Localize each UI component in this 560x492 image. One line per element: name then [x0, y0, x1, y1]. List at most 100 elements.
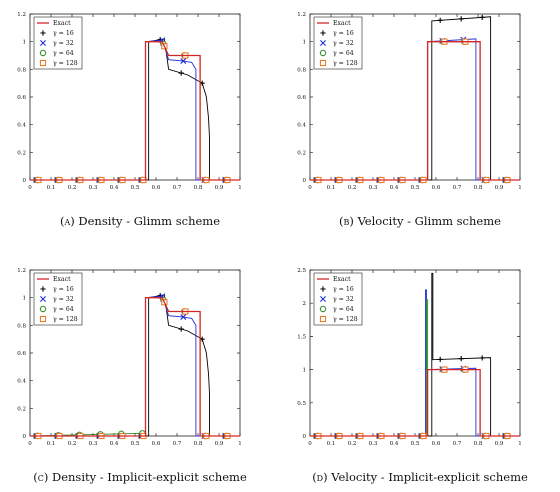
legend-entry-exact: Exact: [37, 276, 71, 283]
legend-marker: [39, 305, 47, 313]
legend-label: γ = 32: [333, 296, 354, 303]
x-tick-label: 0: [28, 441, 32, 447]
series-line: [310, 41, 520, 181]
legend: Exact γ = 16 γ = 32 γ = 64 γ = 128: [33, 16, 83, 70]
caption-density-imex: (c) Density - Implicit-explicit scheme: [0, 470, 280, 484]
x-tick-label: 0.5: [411, 185, 420, 191]
legend-entry-gamma-32: γ = 32: [40, 296, 74, 303]
legend-marker: [39, 59, 47, 67]
x-tick-label: 0.3: [369, 185, 378, 191]
x-tick-label: 0.1: [327, 185, 336, 191]
legend-entry-exact: Exact: [317, 276, 351, 283]
series-marker: [437, 356, 443, 362]
x-tick-label: 0.2: [68, 441, 77, 447]
panel-density-glimm: 0 0.1 0.2 0.3 0.4 0.5 0.6 0.7 0.8 0.9 1 0 0.2 0.4 0.6 0…: [0, 0, 280, 246]
legend-marker: [40, 40, 46, 46]
x-tick-label: 0.2: [68, 185, 77, 191]
x-tick-label: 1: [238, 185, 242, 191]
caption-tag: (a): [59, 214, 75, 228]
legend-entry-gamma-64: γ = 64: [39, 305, 74, 313]
x-tick-label: 0.8: [194, 185, 203, 191]
legend-label: γ = 32: [53, 40, 74, 47]
panel-velocity-glimm: 0 0.1 0.2 0.3 0.4 0.5 0.6 0.7 0.8 0.9 1 0 0.2 0.4 0.6 0…: [280, 0, 560, 246]
legend-label: γ = 128: [53, 316, 78, 323]
series-marker: [178, 326, 184, 332]
chart-velocity-imex: 0 0.1 0.2 0.3 0.4 0.5 0.6 0.7 0.8 0.9 1 0 0.5 1 1.5 2 2.…: [297, 268, 522, 447]
series-marker: [458, 356, 464, 362]
x-tick-label: 0.3: [369, 441, 378, 447]
series-line: [30, 41, 240, 181]
x-tick-label: 0: [308, 185, 312, 191]
series-marker: [479, 14, 485, 20]
caption-velocity-imex: (d) Velocity - Implicit-explicit scheme: [280, 470, 560, 484]
series-marker: [180, 314, 187, 321]
y-tick-label: 1: [23, 40, 27, 46]
series-marker: [180, 58, 187, 65]
x-tick-label: 0.7: [173, 441, 182, 447]
legend-entry-exact: Exact: [37, 20, 71, 27]
legend-marker: [319, 315, 327, 323]
y-tick-label: 0.2: [17, 150, 26, 156]
y-tick-label: 1.2: [297, 12, 306, 18]
legend-label: γ = 64: [333, 50, 354, 57]
y-tick-label: 0.5: [297, 401, 306, 407]
caption-text: Density - Implicit-explicit scheme: [51, 470, 247, 484]
caption-text: Velocity - Implicit-explicit scheme: [331, 470, 528, 484]
legend-label: γ = 128: [53, 60, 78, 67]
x-tick-label: 0: [308, 441, 312, 447]
series-line: [310, 368, 520, 437]
series-marker: [458, 16, 464, 22]
caption-velocity-glimm: (b) Velocity - Glimm scheme: [280, 214, 560, 228]
x-tick-label: 1: [518, 441, 522, 447]
legend-marker: [319, 305, 327, 313]
x-tick-label: 0.4: [390, 441, 399, 447]
x-tick-label: 0.4: [110, 185, 119, 191]
series-marker: [178, 70, 184, 76]
x-tick-label: 0.2: [348, 441, 357, 447]
x-tick-label: 0.1: [47, 185, 56, 191]
legend: Exact γ = 16 γ = 32 γ = 64 γ = 128: [313, 16, 363, 70]
legend-label: Exact: [53, 276, 71, 283]
x-tick-label: 1: [238, 441, 242, 447]
legend-entry-exact: Exact: [317, 20, 351, 27]
x-tick-label: 0.4: [110, 441, 119, 447]
x-tick-label: 1: [518, 185, 522, 191]
y-tick-label: 1: [23, 296, 27, 302]
legend-entry-gamma-16: γ = 16: [40, 30, 74, 37]
x-tick-label: 0.7: [453, 185, 462, 191]
chart-density-imex: 0 0.1 0.2 0.3 0.4 0.5 0.6 0.7 0.8 0.9 1 0 0.2 0.4 0.6 0…: [17, 268, 242, 447]
x-tick-label: 0.9: [215, 185, 224, 191]
legend-marker: [320, 30, 326, 36]
chart-velocity-glimm: 0 0.1 0.2 0.3 0.4 0.5 0.6 0.7 0.8 0.9 1 0 0.2 0.4 0.6 0…: [297, 12, 522, 191]
x-tick-label: 0.9: [215, 441, 224, 447]
x-tick-label: 0.5: [411, 441, 420, 447]
legend-marker: [319, 59, 327, 67]
x-tick-label: 0.9: [495, 441, 504, 447]
x-tick-label: 0.9: [495, 185, 504, 191]
legend-marker: [320, 286, 326, 292]
x-tick-label: 0.8: [474, 185, 483, 191]
x-tick-label: 0.6: [432, 441, 441, 447]
series-line: [30, 38, 240, 181]
caption-text: Density - Glimm scheme: [78, 214, 221, 228]
y-tick-label: 2.5: [297, 268, 306, 274]
legend-entry-gamma-32: γ = 32: [320, 40, 354, 47]
legend-label: Exact: [333, 276, 351, 283]
series-marker: [437, 17, 443, 23]
y-tick-label: 0.4: [17, 379, 26, 385]
legend-label: Exact: [53, 20, 71, 27]
y-tick-label: 0.8: [17, 323, 26, 329]
legend-label: γ = 64: [333, 306, 354, 313]
y-tick-label: 0.4: [17, 123, 26, 129]
legend-label: γ = 16: [53, 286, 74, 293]
legend-entry-gamma-32: γ = 32: [320, 296, 354, 303]
x-tick-label: 0.1: [47, 441, 56, 447]
caption-tag: (c): [33, 470, 49, 484]
caption-text: Velocity - Glimm scheme: [357, 214, 501, 228]
y-tick-label: 0.4: [297, 123, 306, 129]
x-tick-label: 0.5: [131, 185, 140, 191]
y-tick-label: 0: [303, 178, 307, 184]
legend-label: γ = 64: [53, 306, 74, 313]
legend-marker: [320, 296, 326, 302]
x-tick-label: 0.1: [327, 441, 336, 447]
